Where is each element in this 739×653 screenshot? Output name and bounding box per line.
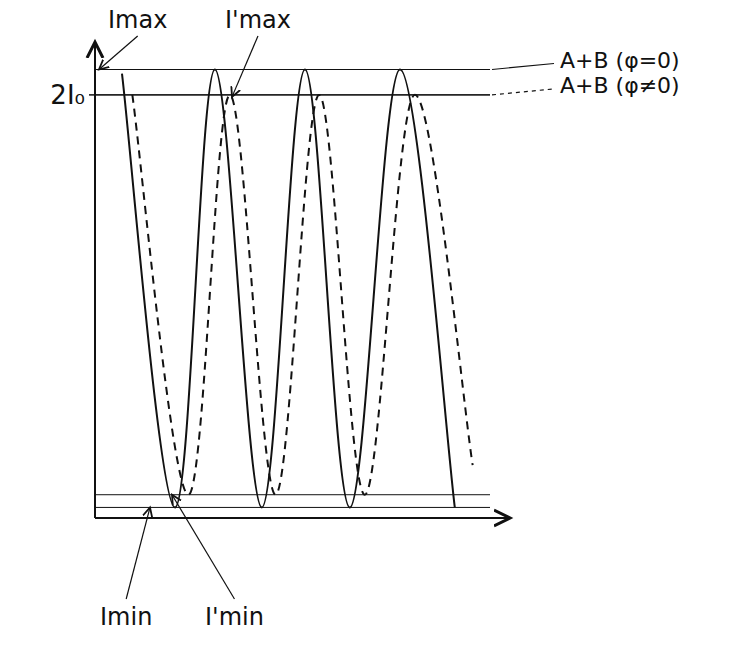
- background: [0, 0, 739, 653]
- level-label: I'max: [225, 6, 291, 34]
- leader-line: [492, 64, 554, 70]
- y-axis: [94, 42, 96, 518]
- chart: 2I₀ A+B (φ=0)A+B (φ≠0) Imax I'max Imin I'min: [0, 0, 739, 653]
- level-label: I'min: [205, 603, 264, 631]
- x-axis: [95, 517, 510, 519]
- level-arrow: [232, 36, 258, 97]
- series-label: A+B (φ=0): [560, 48, 680, 73]
- level-arrow: [172, 495, 234, 599]
- series-line: [132, 95, 472, 495]
- level-arrow: [126, 507, 150, 599]
- level-label: Imax: [108, 6, 167, 34]
- level-label: Imin: [100, 603, 152, 631]
- y-tick: [89, 94, 95, 96]
- level-line: [95, 69, 490, 70]
- plot-area: [122, 70, 473, 508]
- series-label: A+B (φ≠0): [560, 73, 680, 98]
- grid-line: [95, 94, 490, 95]
- level-line: [95, 507, 490, 508]
- level-line: [95, 494, 490, 495]
- leader-line: [492, 89, 554, 95]
- level-line: [95, 94, 490, 95]
- y-tick-label: 2I₀: [50, 80, 85, 110]
- level-arrow: [99, 36, 138, 70]
